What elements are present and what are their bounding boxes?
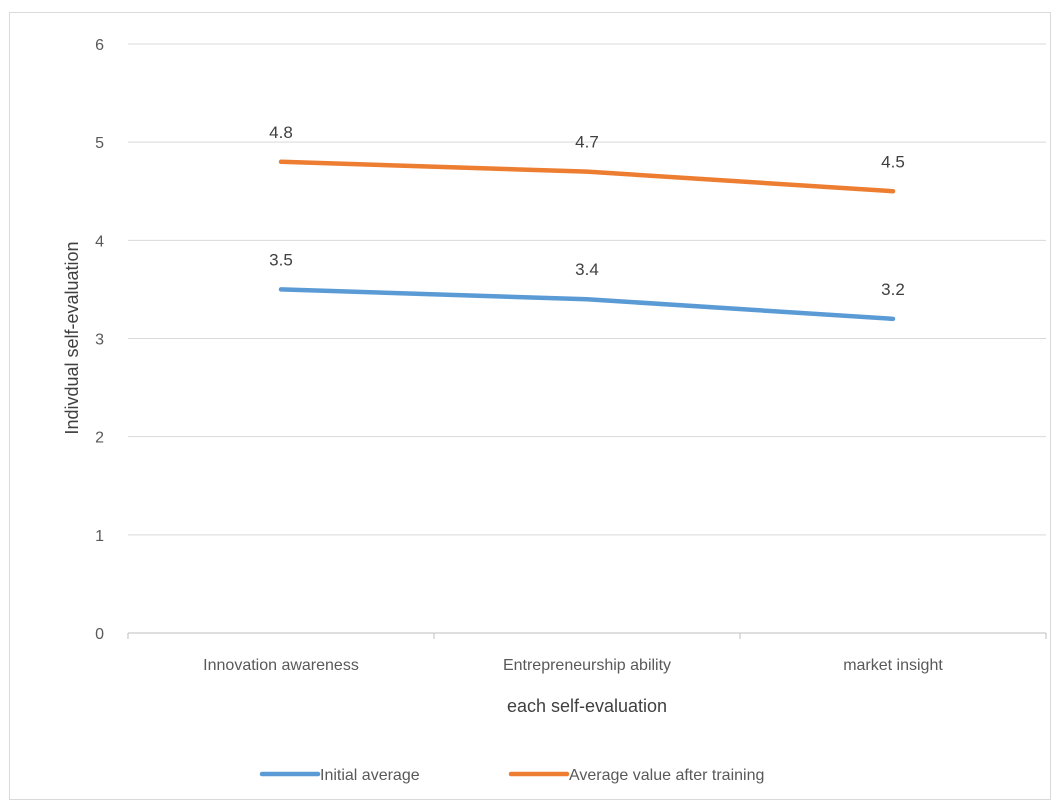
y-tick-label: 1 [95,528,104,545]
data-label: 4.5 [881,152,905,171]
y-tick-label: 2 [95,430,104,447]
x-tick-label: Entrepreneurship ability [503,657,671,674]
data-label: 3.4 [575,260,599,279]
data-labels: 3.5 3.4 3.2 4.8 4.7 4.5 [269,123,905,299]
data-label: 4.8 [269,123,293,142]
y-tick-label: 4 [95,233,104,250]
x-axis-title: each self-evaluation [507,696,667,716]
x-tick-label: Innovation awareness [203,657,359,674]
y-tick-label: 5 [95,135,104,152]
legend-label: Average value after training [569,767,764,784]
series-lines [278,159,896,322]
chart-frame [9,12,1051,800]
series-line [278,159,896,194]
y-axis-title: Indivdual self-evaluation [62,241,82,434]
data-label: 3.5 [269,250,293,269]
x-axis: Innovation awareness Entrepreneurship abi… [127,633,1047,674]
data-label: 4.7 [575,133,599,152]
legend-label: Initial average [320,767,420,784]
legend: Initial average Average value after train… [259,767,764,784]
y-tick-label: 3 [95,332,104,349]
x-tick-label: market insight [843,657,943,674]
y-tick-label: 0 [95,626,104,643]
y-tick-label: 6 [95,37,104,54]
gridlines [128,43,1046,634]
series-line [278,287,896,322]
data-label: 3.2 [881,280,905,299]
y-tick-labels: 0 1 2 3 4 5 6 [95,37,104,643]
